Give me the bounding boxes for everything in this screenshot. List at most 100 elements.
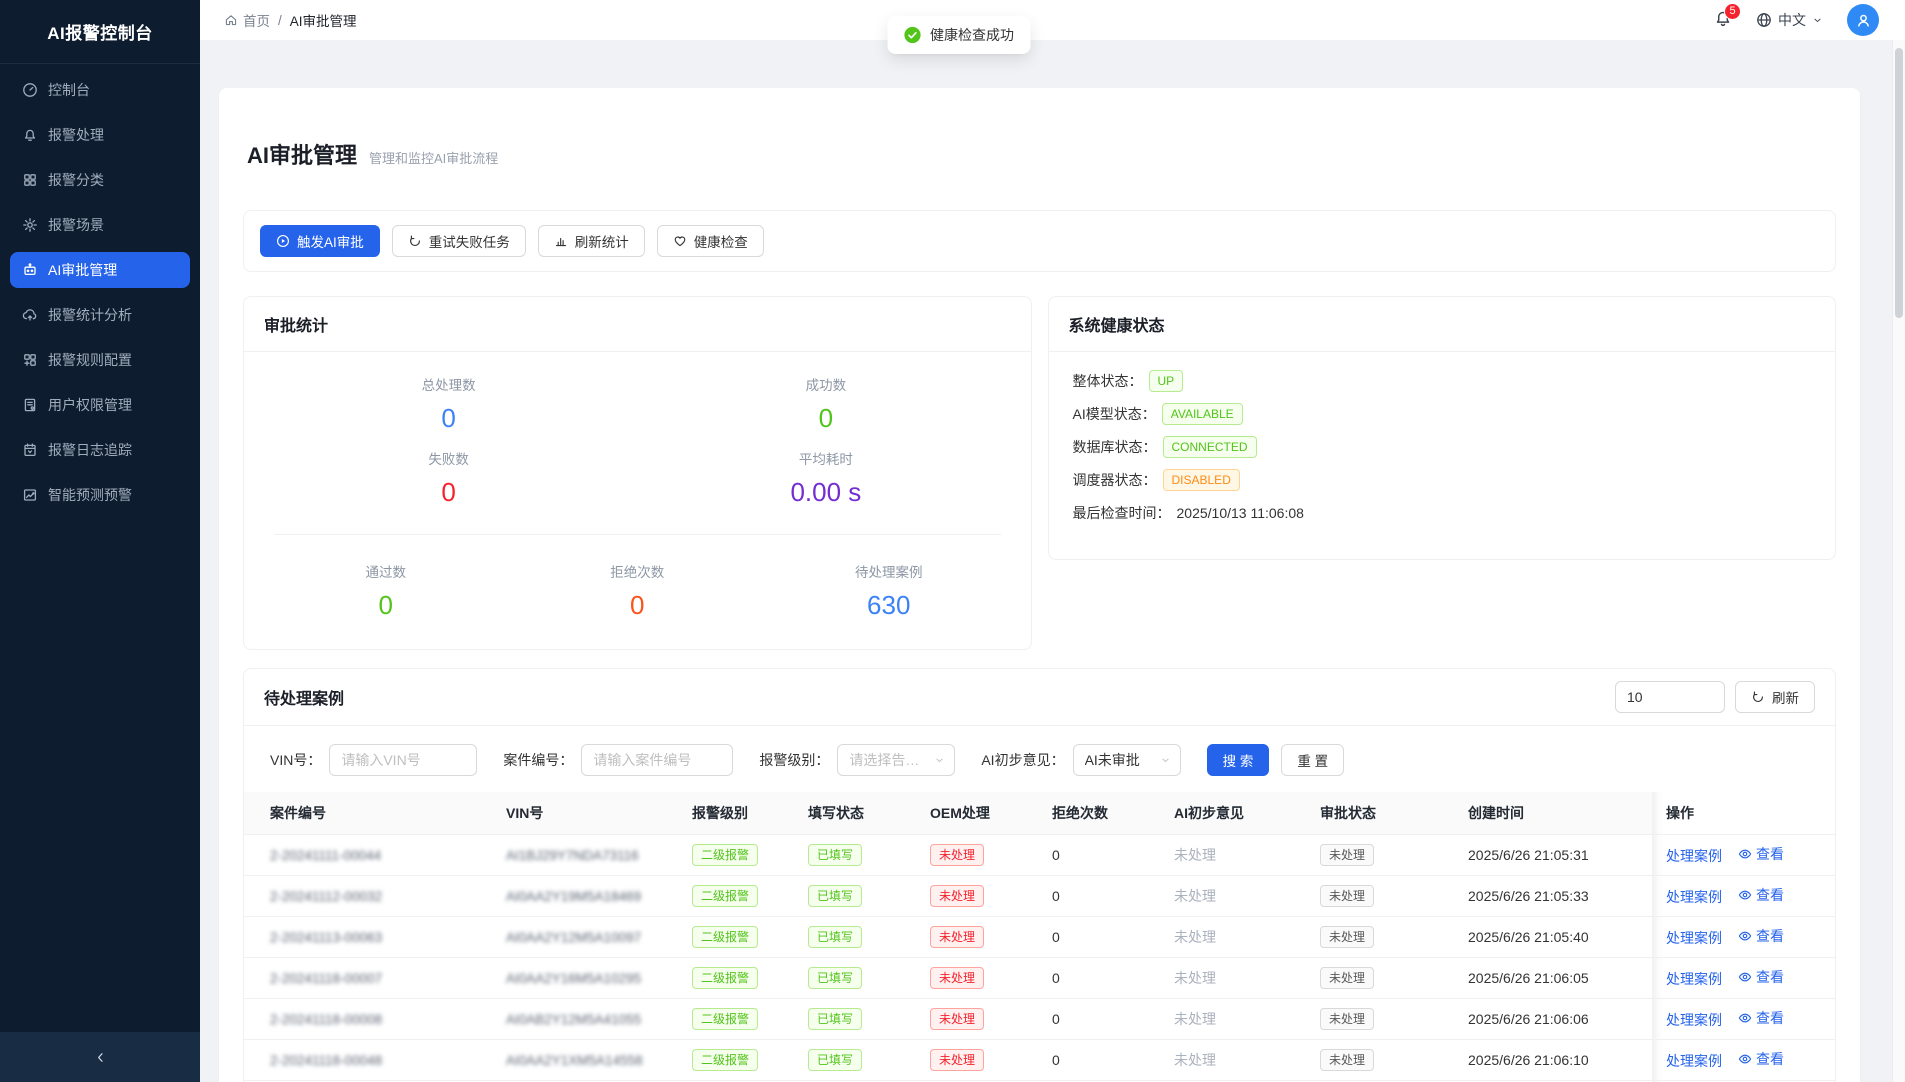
stat-avg-time: 平均耗时 0.00 s (790, 452, 862, 507)
chevron-left-icon (97, 1052, 103, 1062)
col-fill-status: 填写状态 (792, 792, 914, 835)
table-row: 2-20241118-00007 AI0AA2Y16M5A10295 二级报警 … (244, 957, 1835, 999)
sidebar-item-label: 报警分类 (48, 172, 104, 188)
sidebar-item-label: 智能预测预警 (48, 487, 132, 503)
page-title: AI审批管理 (247, 143, 358, 168)
trigger-ai-approval-button[interactable]: 触发AI审批 (260, 225, 380, 257)
scrollbar-thumb[interactable] (1895, 48, 1903, 318)
cell-case-no: 2-20241112-00032 (244, 875, 490, 917)
cell-created-time: 2025/6/26 21:06:10 (1452, 1039, 1652, 1081)
approval-stats-card: 审批统计 总处理数 0 成功数 0 失败数 (243, 296, 1032, 650)
cell-reject-count: 0 (1036, 916, 1158, 958)
alarm-level-select[interactable]: 请选择告警级别 (837, 744, 956, 776)
sidebar-item-smart-prediction[interactable]: 智能预测预警 (0, 477, 200, 513)
status-badge: CONNECTED (1162, 435, 1257, 458)
health-check-button[interactable]: 健康检查 (656, 225, 764, 257)
check-circle-icon (903, 26, 921, 44)
health-last-check: 最后检查时间： 2025/10/13 11:06:08 (1072, 504, 1304, 521)
cell-case-no: 2-20241119-00006 (244, 1080, 490, 1082)
sidebar-item-alarm-category[interactable]: 报警分类 (0, 162, 200, 198)
heart-icon (674, 236, 686, 247)
breadcrumb-home[interactable]: 首页 (224, 10, 270, 30)
refresh-icon (1753, 691, 1763, 702)
sidebar-item-alarm-rules[interactable]: 报警规则配置 (0, 342, 200, 378)
refresh-stats-button[interactable]: 刷新统计 (537, 225, 645, 257)
view-link[interactable]: 查看 (1738, 926, 1784, 946)
stat-pending-cases: 待处理案例 630 (855, 565, 923, 620)
cell-case-no: 2-20241118-00008 (244, 998, 490, 1040)
col-actions: 操作 (1652, 792, 1835, 835)
cell-reject-count: 0 (1036, 998, 1158, 1040)
cell-reject-count: 0 (1036, 1039, 1158, 1081)
oem-status-badge: 未处理 (930, 844, 985, 866)
process-case-link[interactable]: 处理案例 (1666, 930, 1722, 946)
process-case-link[interactable]: 处理案例 (1666, 889, 1722, 905)
topbar: 首页 / AI审批管理 5 中文 (200, 0, 1905, 40)
cell-vin: AI1BJ29Y7NDA73116 (490, 834, 676, 876)
language-selector[interactable]: 中文 (1756, 10, 1823, 30)
oem-status-badge: 未处理 (930, 926, 985, 948)
cell-ai-opinion: 未处理 (1158, 916, 1304, 958)
sidebar-collapse-button[interactable] (0, 1032, 200, 1082)
process-case-link[interactable]: 处理案例 (1666, 848, 1722, 864)
system-health-title: 系统健康状态 (1048, 297, 1835, 352)
document-user-icon (24, 398, 36, 412)
sidebar-item-ai-approval[interactable]: AI审批管理 (10, 252, 190, 288)
case-no-input[interactable] (581, 744, 734, 776)
notifications-button[interactable]: 5 (1714, 2, 1741, 31)
grid-icon (24, 174, 36, 186)
vin-input[interactable] (329, 744, 478, 776)
fill-status-badge: 已填写 (808, 926, 863, 948)
user-avatar[interactable] (1847, 4, 1879, 36)
sidebar-item-alarm-scene[interactable]: 报警场景 (0, 207, 200, 243)
view-link[interactable]: 查看 (1738, 1008, 1784, 1028)
col-created-time: 创建时间 (1452, 792, 1652, 835)
sidebar-item-alarm-log[interactable]: 报警日志追踪 (0, 432, 200, 468)
process-case-link[interactable]: 处理案例 (1666, 971, 1722, 987)
col-oem: OEM处理 (914, 792, 1036, 835)
process-case-link[interactable]: 处理案例 (1666, 1053, 1722, 1069)
reset-button[interactable]: 重 置 (1281, 744, 1345, 776)
cell-created-time: 2025/6/26 21:05:33 (1452, 875, 1652, 917)
health-ai-model-status: AI模型状态： AVAILABLE (1073, 402, 1812, 425)
sidebar-item-alarm-handling[interactable]: 报警处理 (0, 117, 200, 153)
home-icon (225, 15, 237, 26)
sidebar-nav: 控制台 报警处理 报警分类 报警场景 AI审批管理 报警统计分析 报警规则配置 (0, 64, 200, 513)
sidebar-item-dashboard[interactable]: 控制台 (0, 72, 200, 108)
col-approval-status: 审批状态 (1304, 792, 1452, 835)
process-case-link[interactable]: 处理案例 (1666, 1012, 1722, 1028)
oem-status-badge: 未处理 (930, 1049, 985, 1071)
table-row: 2-20241118-00008 AI0AB2Y12M5A41055 二级报警 … (244, 998, 1835, 1040)
sidebar-item-label: AI审批管理 (48, 262, 118, 278)
col-reject-count: 拒绝次数 (1036, 792, 1158, 835)
page-scrollbar[interactable] (1892, 40, 1905, 1082)
view-link[interactable]: 查看 (1738, 967, 1784, 987)
alarm-level-label: 报警级别： (759, 752, 830, 768)
cell-vin: AI0AA2Y14M5A12306 (490, 1080, 676, 1082)
page-subtitle: 管理和监控AI审批流程 (369, 151, 499, 166)
search-button[interactable]: 搜 索 (1206, 744, 1270, 776)
alarm-level-badge: 二级报警 (692, 967, 759, 989)
cell-reject-count: 0 (1036, 957, 1158, 999)
sidebar-item-user-permissions[interactable]: 用户权限管理 (0, 387, 200, 423)
view-link[interactable]: 查看 (1738, 1049, 1784, 1069)
retry-failed-tasks-button[interactable]: 重试失败任务 (391, 225, 526, 257)
ai-opinion-select[interactable]: AI未审批 (1072, 744, 1181, 776)
cell-vin: AI0AA2Y19M5A18469 (490, 875, 676, 917)
view-link[interactable]: 查看 (1738, 885, 1784, 905)
refresh-list-button[interactable]: 刷新 (1735, 681, 1815, 713)
stat-success-count: 成功数 0 (805, 378, 847, 433)
sidebar-item-alarm-statistics[interactable]: 报警统计分析 (0, 297, 200, 333)
approval-status-badge: 未处理 (1320, 967, 1375, 989)
play-circle-icon (277, 235, 289, 247)
view-link[interactable]: 查看 (1738, 844, 1784, 864)
bar-chart-icon (555, 237, 566, 247)
calendar-log-icon (24, 443, 36, 457)
sidebar-item-label: 报警规则配置 (48, 352, 132, 368)
cell-reject-count: 0 (1036, 834, 1158, 876)
pending-cases-table: 案件编号 VIN号 报警级别 填写状态 OEM处理 拒绝次数 AI初步意见 审批… (244, 792, 1835, 1082)
table-row: 2-20241112-00032 AI0AA2Y19M5A18469 二级报警 … (244, 875, 1835, 917)
alarm-level-badge: 二级报警 (692, 1008, 759, 1030)
eye-icon (1738, 972, 1752, 982)
page-size-input[interactable] (1615, 681, 1725, 713)
